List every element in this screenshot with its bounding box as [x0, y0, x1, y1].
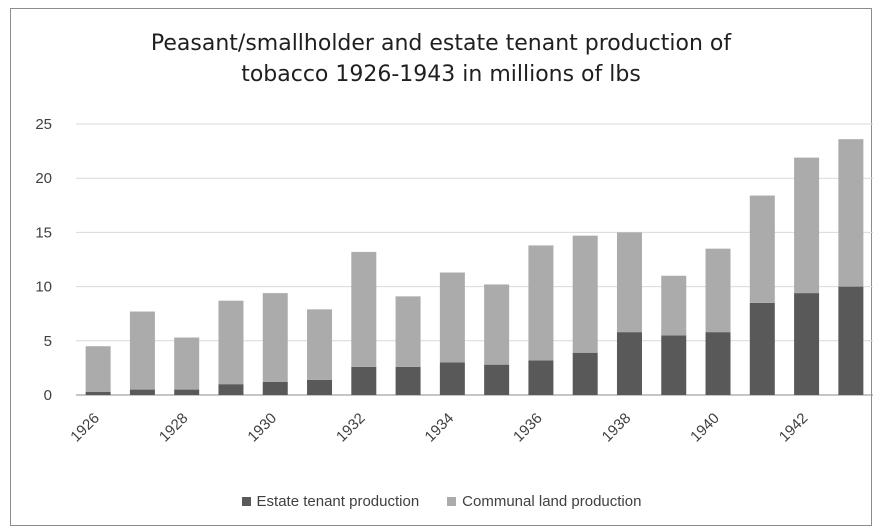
- legend-label-communal: Communal land production: [462, 493, 642, 510]
- x-tick-label-1926: 1926: [67, 410, 103, 446]
- bar-communal-1928: [174, 337, 200, 390]
- bar-estate-1931: [307, 379, 333, 395]
- chart-title: Peasant/smallholder and estate tenant pr…: [10, 28, 872, 90]
- bar-estate-1941: [749, 302, 775, 395]
- bar-communal-1929: [218, 300, 244, 385]
- bar-communal-1936: [528, 245, 554, 361]
- bar-communal-1935: [484, 284, 510, 365]
- bar-communal-1941: [749, 195, 775, 303]
- chart-title-line-2: tobacco 1926-1943 in millions of lbs: [241, 62, 641, 87]
- legend-label-estate: Estate tenant production: [256, 493, 420, 510]
- bar-communal-1926: [85, 346, 111, 392]
- x-tick-label-1934: 1934: [422, 410, 458, 446]
- bar-communal-1933: [395, 296, 421, 367]
- x-tick-label-1936: 1936: [510, 410, 546, 446]
- bar-estate-1929: [218, 384, 244, 395]
- bar-communal-1942: [794, 157, 820, 294]
- bar-communal-1934: [439, 272, 465, 363]
- bar-estate-1936: [528, 360, 554, 395]
- bar-communal-1931: [307, 309, 333, 380]
- legend-swatch-communal: [447, 497, 457, 506]
- x-tick-label-1938: 1938: [599, 410, 635, 446]
- bar-communal-1930: [262, 293, 288, 382]
- bar-estate-1939: [661, 335, 687, 395]
- y-tick-label-20: 20: [35, 170, 52, 187]
- bar-estate-1943: [838, 286, 864, 395]
- bar-communal-1927: [129, 311, 155, 390]
- bar-communal-1939: [661, 275, 687, 336]
- bar-estate-1930: [262, 381, 288, 395]
- y-tick-label-15: 15: [35, 224, 52, 241]
- bar-communal-1938: [616, 232, 642, 333]
- x-tick-label-1928: 1928: [156, 410, 192, 446]
- x-tick-label-1942: 1942: [776, 410, 812, 446]
- bar-estate-1927: [129, 389, 155, 395]
- bar-estate-1935: [484, 364, 510, 395]
- y-tick-label-10: 10: [35, 279, 52, 296]
- bar-estate-1937: [572, 352, 598, 395]
- bar-estate-1928: [174, 389, 200, 395]
- bar-estate-1926: [85, 391, 111, 395]
- legend-item-estate: Estate tenant production: [241, 493, 420, 510]
- x-tick-label-1940: 1940: [687, 410, 723, 446]
- bar-estate-1942: [794, 293, 820, 395]
- bar-estate-1934: [439, 362, 465, 395]
- x-tick-label-1930: 1930: [244, 410, 280, 446]
- chart-title-line-1: Peasant/smallholder and estate tenant pr…: [150, 31, 732, 56]
- y-tick-label-0: 0: [44, 387, 52, 404]
- bar-estate-1933: [395, 366, 421, 395]
- y-tick-label-25: 25: [35, 116, 52, 133]
- bar-estate-1938: [616, 332, 642, 395]
- bar-communal-1937: [572, 235, 598, 353]
- bar-estate-1932: [351, 366, 377, 395]
- bar-communal-1932: [351, 251, 377, 367]
- y-tick-label-5: 5: [44, 333, 52, 350]
- bar-estate-1940: [705, 332, 731, 395]
- x-tick-label-1932: 1932: [333, 410, 369, 446]
- legend-swatch-estate: [241, 497, 251, 506]
- bar-communal-1943: [838, 139, 864, 287]
- bar-communal-1940: [705, 248, 731, 333]
- chart-legend: Estate tenant production Communal land p…: [0, 493, 883, 510]
- legend-item-communal: Communal land production: [447, 493, 641, 510]
